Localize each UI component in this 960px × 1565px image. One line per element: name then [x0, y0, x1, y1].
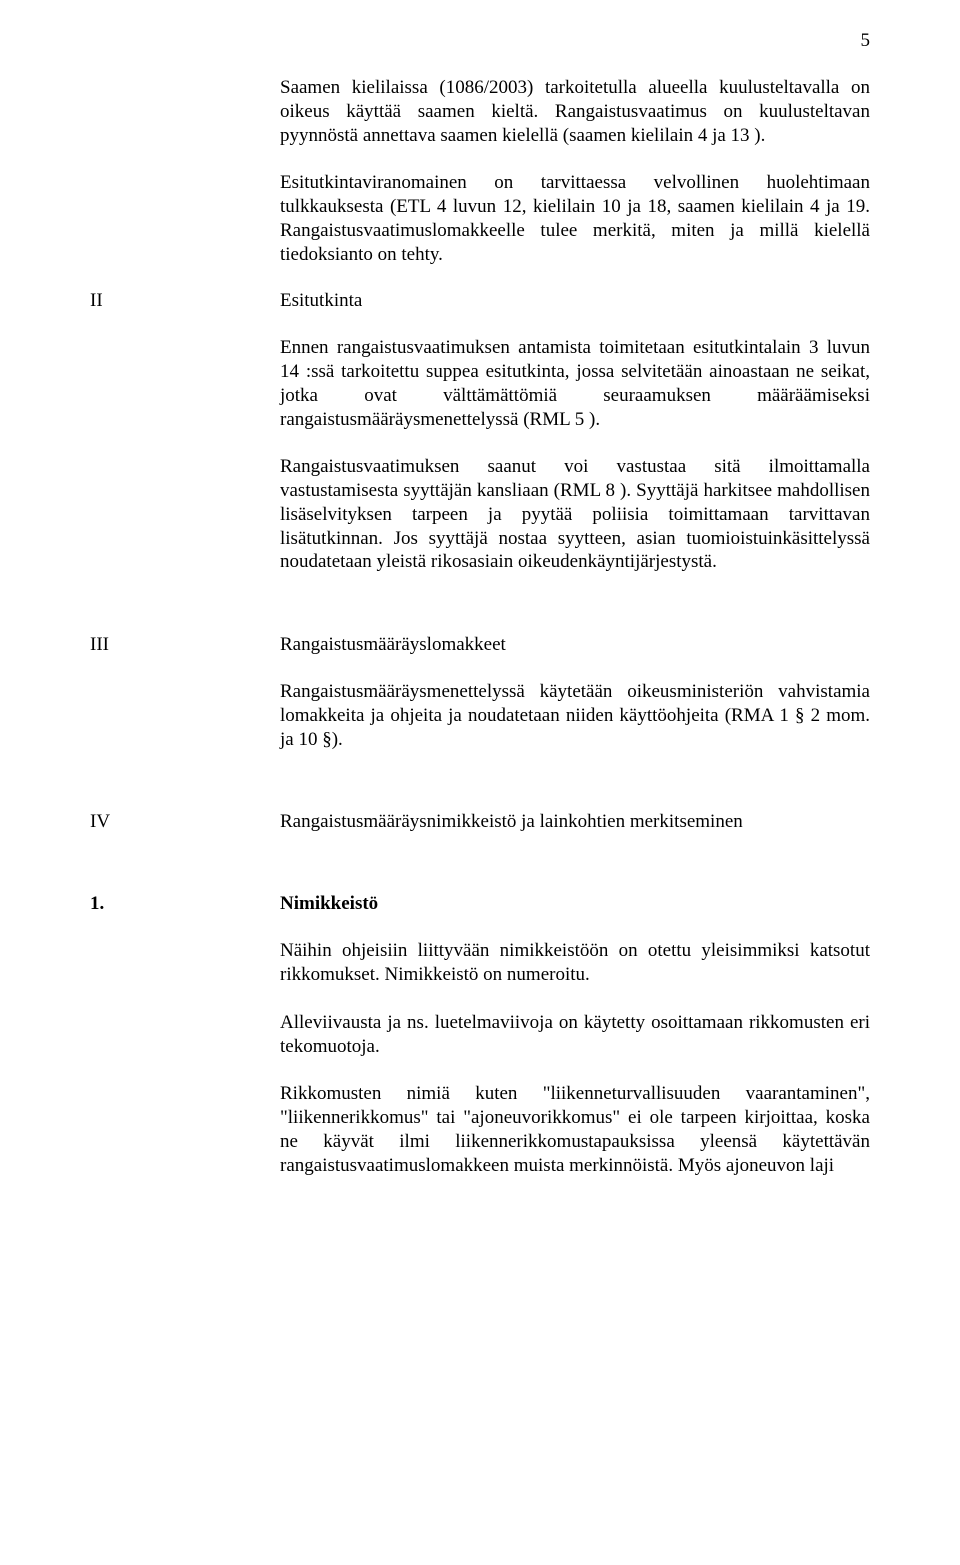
section-numeral: III	[90, 634, 280, 656]
section-heading-row: IV Rangaistusmääräysnimikkeistö ja laink…	[90, 811, 870, 833]
body-paragraph: Rikkomusten nimiä kuten "liikenneturvall…	[280, 1082, 870, 1177]
body-paragraph: Alleviivausta ja ns. luetelmaviivoja on …	[280, 1011, 870, 1059]
page-number: 5	[861, 30, 871, 52]
body-paragraph: Ennen rangaistusvaatimuksen antamista to…	[280, 336, 870, 431]
section-title: Nimikkeistö	[280, 893, 870, 915]
section-heading-row: II Esitutkinta	[90, 290, 870, 312]
document-page: 5 Saamen kielilaissa (1086/2003) tarkoit…	[0, 0, 960, 1565]
spacer	[90, 857, 870, 893]
body-paragraph: Näihin ohjeisiin liittyvään nimikkeistöö…	[280, 939, 870, 987]
section-heading-row: 1. Nimikkeistö	[90, 893, 870, 915]
section-title: Esitutkinta	[280, 290, 870, 312]
body-paragraph: Saamen kielilaissa (1086/2003) tarkoitet…	[280, 76, 870, 147]
section-numeral: IV	[90, 811, 280, 833]
section-numeral: 1.	[90, 893, 280, 915]
spacer	[90, 775, 870, 811]
section-title: Rangaistusmääräyslomakkeet	[280, 634, 870, 656]
body-paragraph: Esitutkintaviranomainen on tarvittaessa …	[280, 171, 870, 266]
spacer	[90, 40, 870, 76]
body-paragraph: Rangaistusmääräysmenettelyssä käytetään …	[280, 680, 870, 751]
section-title: Rangaistusmääräysnimikkeistö ja lainkoht…	[280, 811, 870, 833]
body-paragraph: Rangaistusvaatimuksen saanut voi vastust…	[280, 455, 870, 574]
section-numeral: II	[90, 290, 280, 312]
section-heading-row: III Rangaistusmääräyslomakkeet	[90, 634, 870, 656]
spacer	[90, 598, 870, 634]
